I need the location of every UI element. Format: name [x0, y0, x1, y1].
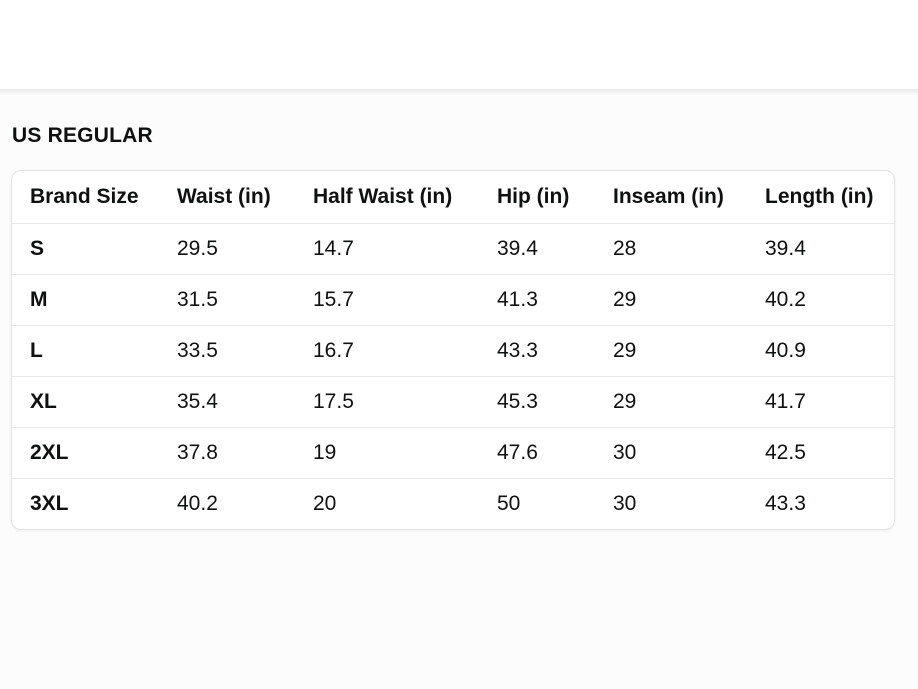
half-waist-cell: 19 — [295, 427, 479, 479]
inseam-cell: 30 — [595, 478, 747, 529]
waist-cell: 31.5 — [159, 274, 295, 326]
length-cell: 40.9 — [747, 325, 894, 377]
brand-size-cell: L — [12, 325, 159, 377]
column-header-hip: Hip (in) — [497, 185, 570, 208]
table-row: 2XL 37.8 19 47.6 30 42.5 — [12, 427, 894, 479]
waist-cell: 37.8 — [159, 427, 295, 479]
hip-cell: 43.3 — [479, 325, 595, 377]
column-header-half-waist: Half Waist (in) — [313, 185, 453, 208]
length-cell: 43.3 — [747, 478, 894, 529]
table-row: L 33.5 16.7 43.3 29 40.9 — [12, 325, 894, 377]
hip-cell: 45.3 — [479, 376, 595, 428]
brand-size-cell: 2XL — [12, 427, 159, 479]
length-cell: 40.2 — [747, 274, 894, 326]
brand-size-cell: M — [12, 274, 159, 326]
table-row: 3XL 40.2 20 50 30 43.3 — [12, 478, 894, 529]
hip-cell: 50 — [479, 478, 595, 529]
section-divider — [0, 89, 918, 95]
half-waist-cell: 16.7 — [295, 325, 479, 377]
waist-cell: 29.5 — [159, 223, 295, 275]
inseam-cell: 28 — [595, 223, 747, 275]
header-row: Brand Size Waist (in) Half Waist (in) Hi… — [12, 171, 894, 224]
brand-size-cell: 3XL — [12, 478, 159, 529]
waist-cell: 40.2 — [159, 478, 295, 529]
brand-size-cell: S — [12, 223, 159, 275]
table-row: S 29.5 14.7 39.4 28 39.4 — [12, 223, 894, 275]
size-chart-card: Brand Size Waist (in) Half Waist (in) Hi… — [11, 170, 895, 530]
hip-cell: 39.4 — [479, 223, 595, 275]
waist-cell: 33.5 — [159, 325, 295, 377]
column-header-inseam: Inseam (in) — [613, 185, 724, 208]
length-cell: 42.5 — [747, 427, 894, 479]
inseam-cell: 29 — [595, 325, 747, 377]
column-header-brand-size: Brand Size — [30, 185, 139, 208]
half-waist-cell: 15.7 — [295, 274, 479, 326]
inseam-cell: 30 — [595, 427, 747, 479]
waist-cell: 35.4 — [159, 376, 295, 428]
half-waist-cell: 14.7 — [295, 223, 479, 275]
hip-cell: 47.6 — [479, 427, 595, 479]
size-chart-table: Brand Size Waist (in) Half Waist (in) Hi… — [12, 171, 894, 529]
size-chart-content: US REGULAR Brand Size Waist (in) Half Wa… — [0, 95, 918, 689]
inseam-cell: 29 — [595, 376, 747, 428]
table-row: XL 35.4 17.5 45.3 29 41.7 — [12, 376, 894, 428]
inseam-cell: 29 — [595, 274, 747, 326]
hip-cell: 41.3 — [479, 274, 595, 326]
length-cell: 41.7 — [747, 376, 894, 428]
section-title: US REGULAR — [12, 124, 153, 147]
brand-size-cell: XL — [12, 376, 159, 428]
top-strip — [0, 0, 918, 89]
table-row: M 31.5 15.7 41.3 29 40.2 — [12, 274, 894, 326]
length-cell: 39.4 — [747, 223, 894, 275]
column-header-waist: Waist (in) — [177, 185, 271, 208]
column-header-length: Length (in) — [765, 185, 874, 208]
half-waist-cell: 20 — [295, 478, 479, 529]
half-waist-cell: 17.5 — [295, 376, 479, 428]
